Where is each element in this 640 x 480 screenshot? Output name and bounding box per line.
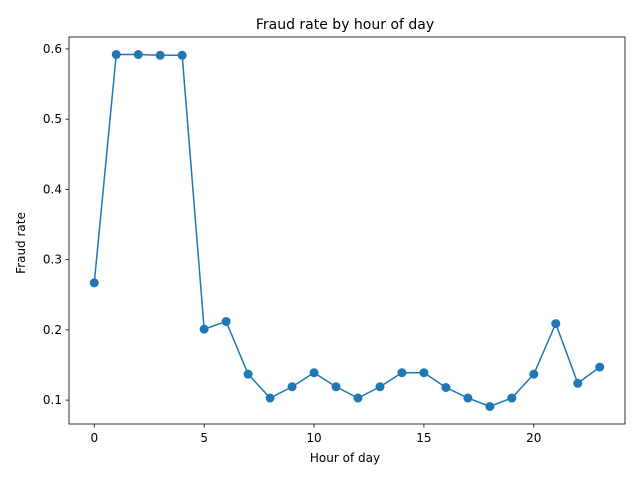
x-axis-label: Hour of day	[310, 451, 380, 465]
plot-area	[68, 36, 626, 425]
x-tick-label: 20	[526, 431, 541, 445]
data-point	[243, 369, 253, 379]
data-point	[397, 368, 407, 378]
plot-frame	[68, 36, 626, 425]
data-point	[485, 401, 495, 411]
data-point	[573, 378, 583, 388]
data-point	[507, 393, 517, 403]
y-tick-label: 0.1	[43, 393, 62, 407]
data-point	[309, 368, 319, 378]
data-point	[89, 278, 99, 288]
series-line	[93, 53, 601, 408]
data-point	[463, 393, 473, 403]
data-point	[221, 316, 231, 326]
data-point	[529, 369, 539, 379]
data-point	[287, 382, 297, 392]
y-axis-label: Fraud rate	[14, 212, 28, 274]
data-point	[419, 368, 429, 378]
data-point	[177, 50, 187, 60]
y-tick-label: 0.2	[43, 323, 62, 337]
data-point	[595, 362, 605, 372]
data-point	[265, 393, 275, 403]
x-tick-label: 0	[90, 431, 98, 445]
y-tick-label: 0.6	[43, 42, 62, 56]
data-point	[133, 50, 143, 60]
data-point	[551, 319, 561, 329]
x-tick-label: 10	[306, 431, 321, 445]
data-point	[441, 382, 451, 392]
y-tick-label: 0.3	[43, 253, 62, 267]
x-tick-label: 5	[200, 431, 208, 445]
y-axis: 0.1 0.2 0.3 0.4 0.5 0.6	[43, 42, 69, 407]
data-point	[375, 382, 385, 392]
y-tick-label: 0.4	[43, 182, 62, 196]
data-point	[353, 393, 363, 403]
x-axis: 0 5 10 15 20	[90, 424, 541, 445]
data-point	[331, 382, 341, 392]
x-tick-label: 15	[416, 431, 431, 445]
chart-title: Fraud rate by hour of day	[256, 17, 434, 33]
y-tick-label: 0.5	[43, 112, 62, 126]
data-point	[111, 50, 121, 60]
data-point	[199, 324, 209, 334]
data-point	[155, 50, 165, 60]
